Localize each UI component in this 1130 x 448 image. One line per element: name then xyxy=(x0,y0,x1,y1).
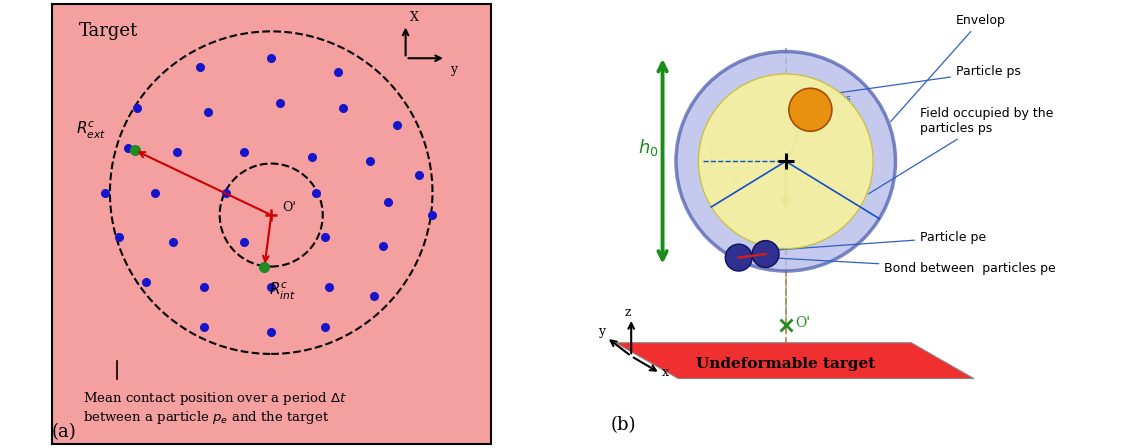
Text: $R_e$: $R_e$ xyxy=(731,177,746,193)
Text: $h_0$: $h_0$ xyxy=(638,138,659,158)
Text: $R_0$: $R_0$ xyxy=(837,188,853,203)
Text: $2r_{pe}$: $2r_{pe}$ xyxy=(707,142,733,159)
Text: d: d xyxy=(792,122,800,135)
Text: O': O' xyxy=(796,316,810,330)
Text: Undeformable target: Undeformable target xyxy=(696,357,876,371)
Text: $2r_{ps}$: $2r_{ps}$ xyxy=(827,88,852,105)
Text: $\vec{v}_0$: $\vec{v}_0$ xyxy=(793,173,810,193)
Text: Field occupied by the
particles ps: Field occupied by the particles ps xyxy=(869,107,1053,194)
Circle shape xyxy=(753,241,779,267)
Text: Mean contact position over a period $\Delta t$
between a particle $p_e$ and the : Mean contact position over a period $\De… xyxy=(82,390,347,426)
Text: Target: Target xyxy=(79,22,138,40)
Text: x: x xyxy=(662,366,669,379)
Circle shape xyxy=(698,74,873,249)
Text: Particle ps: Particle ps xyxy=(828,65,1020,95)
Text: (b): (b) xyxy=(611,417,636,435)
Circle shape xyxy=(676,52,895,271)
Text: O': O' xyxy=(282,201,296,214)
Text: Bond between  particles pe: Bond between particles pe xyxy=(755,257,1057,276)
Circle shape xyxy=(789,88,832,131)
FancyBboxPatch shape xyxy=(52,4,490,444)
Text: Envelop: Envelop xyxy=(890,13,1006,121)
Text: z: z xyxy=(625,306,631,319)
Circle shape xyxy=(725,244,753,271)
Text: y: y xyxy=(451,63,458,76)
Text: Particle pe: Particle pe xyxy=(766,231,986,251)
Text: $R_{int}^c$: $R_{int}^c$ xyxy=(269,281,296,302)
Polygon shape xyxy=(616,343,974,379)
Text: $R_{ext}^c$: $R_{ext}^c$ xyxy=(77,120,106,141)
Text: (a): (a) xyxy=(52,423,77,441)
Text: X: X xyxy=(410,11,419,24)
Text: y: y xyxy=(598,325,605,338)
